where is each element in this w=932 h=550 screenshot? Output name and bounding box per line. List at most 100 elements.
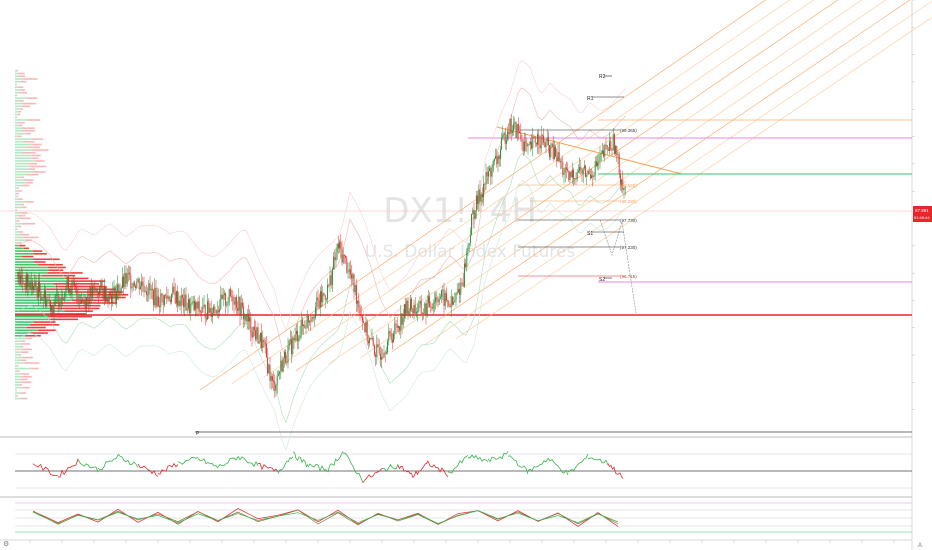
candle-body xyxy=(541,135,543,136)
profile-bar-up xyxy=(15,124,19,127)
candle-body xyxy=(451,296,453,305)
profile-bar-down xyxy=(17,86,24,88)
candle-body xyxy=(611,149,613,151)
candle-body xyxy=(85,297,87,308)
candle-body xyxy=(551,143,553,147)
candle-body xyxy=(263,339,265,342)
candle-body xyxy=(265,344,267,358)
candle-body xyxy=(527,144,529,147)
candle-body xyxy=(523,141,525,152)
profile-bar-up xyxy=(15,373,22,375)
profile-bar-down xyxy=(16,70,19,72)
candle-body xyxy=(319,291,321,308)
candle-body xyxy=(526,142,528,147)
auto-scale-button[interactable]: A xyxy=(918,543,922,549)
candle-body xyxy=(621,179,623,186)
profile-bar-down xyxy=(38,263,63,266)
profile-bar-up xyxy=(15,307,56,310)
candle-body xyxy=(618,154,620,174)
profile-bar-up xyxy=(15,89,21,91)
candle-body xyxy=(544,142,546,148)
candle-body xyxy=(301,320,303,327)
settings-gear-icon[interactable]: ⚙ xyxy=(3,540,9,548)
osc1-line xyxy=(97,454,119,471)
oscillator-pane-1[interactable] xyxy=(15,451,912,489)
time-axis[interactable] xyxy=(29,540,895,543)
candle-body xyxy=(112,291,114,304)
candle-body xyxy=(426,302,428,316)
candle-body xyxy=(159,305,161,308)
candle-body xyxy=(433,302,435,304)
candle-body xyxy=(484,184,486,185)
osc1-line xyxy=(57,458,79,478)
profile-bar-up xyxy=(15,367,32,370)
profile-bar-down xyxy=(21,206,27,209)
profile-bar-up xyxy=(15,94,16,97)
candle-body xyxy=(396,324,398,328)
candle-body xyxy=(588,170,590,174)
candle-body xyxy=(102,288,104,300)
candle-body xyxy=(337,243,339,249)
candle-body xyxy=(82,299,84,303)
candle-body xyxy=(52,305,54,314)
horizontal-levels[interactable] xyxy=(0,75,912,433)
candle-body xyxy=(318,300,320,308)
candle-body xyxy=(235,297,237,309)
profile-bar-down xyxy=(21,151,36,154)
pivot-label-p: P xyxy=(196,431,200,437)
candle-body xyxy=(517,124,519,132)
candle-body xyxy=(31,281,33,290)
candle-body xyxy=(23,283,25,285)
oscillator-pane-2[interactable] xyxy=(15,502,912,533)
profile-bar-down xyxy=(19,384,23,386)
candle-body xyxy=(304,325,306,329)
candle-body xyxy=(384,352,386,354)
candle-body xyxy=(435,297,437,303)
candle-body xyxy=(262,339,264,348)
candle-body xyxy=(395,323,397,325)
profile-bar-up xyxy=(15,302,52,304)
profile-bar-up xyxy=(15,143,32,146)
candle-body xyxy=(381,357,383,360)
profile-bar-up xyxy=(15,184,22,187)
candle-body xyxy=(379,353,381,360)
candle-body xyxy=(568,170,570,181)
candle-body xyxy=(612,134,614,151)
candle-body xyxy=(21,275,23,279)
profile-bar-up xyxy=(15,70,17,72)
candle-body xyxy=(244,314,246,320)
candle-body xyxy=(601,150,603,154)
profile-bar-down xyxy=(29,324,60,326)
candle-body xyxy=(253,326,255,331)
profile-bar-up xyxy=(15,370,17,373)
candle-body xyxy=(538,134,540,145)
candle-body xyxy=(477,195,479,204)
candle-body xyxy=(60,297,62,305)
candle-body xyxy=(307,315,309,323)
osc1-line xyxy=(507,455,529,475)
candle-body xyxy=(138,278,140,290)
candle-body xyxy=(456,292,458,294)
candle-body xyxy=(461,282,463,284)
candle-body xyxy=(51,305,53,311)
candle-body xyxy=(581,170,583,174)
candlesticks[interactable] xyxy=(17,114,626,399)
candle-body xyxy=(27,274,29,288)
candle-body xyxy=(399,326,401,331)
candle-body xyxy=(431,307,433,309)
profile-bar-up xyxy=(15,198,19,200)
candle-body xyxy=(432,303,434,309)
profile-bar-up xyxy=(15,154,32,157)
profile-bar-up xyxy=(15,160,35,162)
profile-bar-up xyxy=(15,386,22,389)
profile-bar-up xyxy=(15,146,27,149)
profile-bar-up xyxy=(15,75,19,78)
candle-body xyxy=(18,271,20,284)
candle-body xyxy=(17,271,19,279)
profile-bar-down xyxy=(18,124,23,127)
candle-body xyxy=(490,167,492,177)
profile-bar-down xyxy=(22,127,35,129)
candle-body xyxy=(221,294,223,299)
candle-body xyxy=(597,162,599,167)
